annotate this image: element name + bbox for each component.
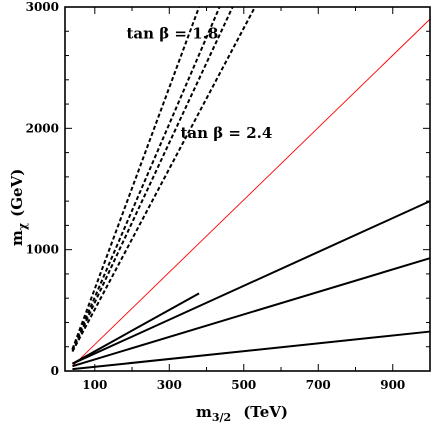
tick-layer: 100 300 500 700 900 0 1000 2000 3000 bbox=[26, 0, 431, 392]
plot-frame bbox=[64, 6, 431, 372]
series-line-0 bbox=[71, 6, 201, 350]
x-tick-label: 700 bbox=[306, 378, 331, 392]
annotation-tan-beta-1-8: tan β = 1.8 bbox=[126, 25, 218, 43]
x-tick-label: 900 bbox=[380, 378, 405, 392]
series-line-3 bbox=[71, 6, 256, 353]
x-tick-label: 500 bbox=[231, 378, 256, 392]
series-line-5 bbox=[71, 292, 200, 365]
series-line-6 bbox=[72, 200, 431, 365]
x-tick-label: 300 bbox=[157, 378, 182, 392]
series-line-8 bbox=[72, 330, 431, 371]
annotation-tan-beta-2-4: tan β = 2.4 bbox=[180, 124, 272, 142]
y-tick-label: 3000 bbox=[26, 0, 59, 14]
series-line-2 bbox=[71, 6, 234, 351]
series-line-7 bbox=[72, 257, 431, 368]
series-line-4 bbox=[72, 18, 431, 367]
x-axis-label: m3/2 (TeV) bbox=[196, 403, 288, 424]
x-tick-label: 100 bbox=[82, 378, 107, 392]
y-tick-label: 1000 bbox=[26, 243, 59, 257]
y-tick-label: 0 bbox=[51, 364, 59, 378]
series-layer bbox=[71, 6, 431, 371]
y-tick-label: 2000 bbox=[26, 121, 59, 135]
series-line-1 bbox=[71, 6, 221, 350]
y-axis-label: mχ(GeV) bbox=[8, 169, 29, 246]
